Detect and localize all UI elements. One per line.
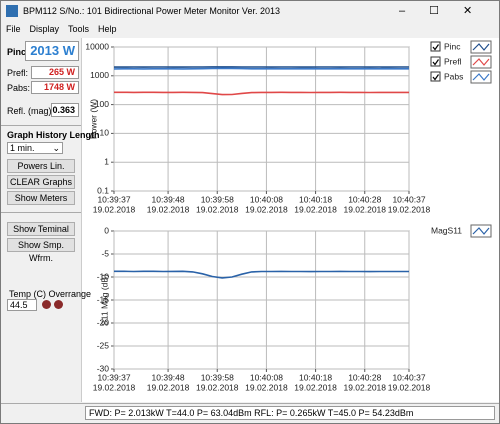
y-tick-label: 1 [104,156,109,166]
button[interactable]: Show Teminal [7,222,75,236]
x-tick-date: 19.02.2018 [245,382,288,392]
label: Prefl: [7,68,29,78]
x-tick-date: 19.02.2018 [196,382,239,392]
x-tick-label: 10:40:18 [299,372,332,382]
charts: 0.111010010001000010:39:3719.02.201810:3… [85,40,492,392]
status-text: FWD: P= 2.013kW T=44.0 P= 63.04dBm RFL: … [85,406,495,420]
led [42,300,51,309]
select-value: 1 min. [10,143,35,153]
legend-swatch [472,58,490,66]
series-line [114,91,409,96]
x-tick-date: 19.02.2018 [388,204,431,214]
window-controls[interactable]: –☐✕ [399,5,497,17]
y-tick-label: -30 [97,363,110,373]
y-tick-label: 10 [100,128,110,138]
checkmark [432,44,439,51]
label: Pinc: [7,47,30,57]
window-title: BPM112 S/No.: 101 Bidirectional Power Me… [23,6,280,16]
x-tick-label: 10:39:48 [152,372,185,382]
x-tick-label: 10:39:58 [201,194,234,204]
x-tick-date: 19.02.2018 [294,204,337,214]
y-tick-label: 0.1 [97,185,109,195]
y-tick-label: 1000 [90,70,109,80]
section-label: Graph History Length [7,130,100,140]
x-tick-date: 19.02.2018 [147,382,190,392]
button[interactable]: Show Meters [7,191,75,205]
x-tick-date: 19.02.2018 [196,204,239,214]
legend-checkbox[interactable] [430,71,441,82]
legend-label: Pinc [444,41,461,51]
x-tick-date: 19.02.2018 [93,382,136,392]
x-tick-date: 19.02.2018 [343,382,386,392]
y-axis-label: Power (W) [88,99,98,139]
temp-readout: 44.5 [7,299,37,311]
x-tick-date: 19.02.2018 [245,204,288,214]
x-tick-label: 10:40:08 [250,372,283,382]
legend-swatch [472,227,490,235]
y-tick-label: -10 [97,271,110,281]
history-select[interactable]: 1 min. ⌄ [7,142,63,154]
y-tick-label: -20 [97,317,110,327]
y-tick-label: 10000 [85,41,109,51]
x-tick-label: 10:40:08 [250,194,283,204]
y-axis-label: S11 Mag (dB) [99,274,109,326]
button[interactable]: CLEAR Graphs [7,175,75,189]
menu-bar: File Display Tools Help [6,24,126,34]
label: Refl. (mag): [7,106,55,116]
x-tick-label: 10:39:48 [152,194,185,204]
label: Pabs: [7,83,31,93]
legend-label: MagS11 [431,225,462,235]
menu-item[interactable]: Help [98,24,117,34]
y-tick-label: -15 [97,294,110,304]
checkmark [432,74,439,81]
x-tick-label: 10:39:58 [201,372,234,382]
refl-readout: 0.363 [51,103,79,117]
x-tick-label: 10:40:37 [392,194,425,204]
y-tick-label: 100 [95,99,109,109]
prefl-readout: 265 W [31,66,79,79]
pabs-readout: 1748 W [31,81,79,94]
menu-item[interactable]: File [6,24,21,34]
legend-checkbox[interactable] [430,56,441,67]
status-bar [1,403,499,423]
x-tick-date: 19.02.2018 [93,204,136,214]
checkmark [432,59,439,66]
y-tick-label: -25 [97,340,110,350]
x-tick-label: 10:40:18 [299,194,332,204]
led [54,300,63,309]
menu-item[interactable]: Tools [68,24,90,34]
app-icon [6,5,18,17]
series-line [113,67,409,70]
x-tick-date: 19.02.2018 [147,204,190,214]
button[interactable]: Show Smp. Wfrm. [7,238,75,263]
legend-label: Prefl [444,56,462,66]
series-line [114,270,409,279]
menu-item[interactable]: Display [29,24,60,34]
pinc-readout: 2013 W [25,41,79,61]
x-tick-label: 10:39:37 [97,194,130,204]
x-tick-label: 10:40:28 [348,372,381,382]
legend-label: Pabs [444,71,463,81]
x-tick-date: 19.02.2018 [388,382,431,392]
x-tick-date: 19.02.2018 [343,204,386,214]
x-tick-label: 10:40:28 [348,194,381,204]
plot-background [113,46,410,192]
legend-swatch [472,43,490,51]
separator [1,212,81,213]
legend-swatch [472,73,490,81]
section-label: Temp (C) Overrange [9,289,92,299]
x-tick-label: 10:40:37 [392,372,425,382]
y-tick-label: 0 [104,225,109,235]
separator [1,125,81,126]
x-tick-date: 19.02.2018 [294,382,337,392]
x-tick-label: 10:39:37 [97,372,130,382]
legend-checkbox[interactable] [430,41,441,52]
y-tick-label: -5 [101,248,109,258]
